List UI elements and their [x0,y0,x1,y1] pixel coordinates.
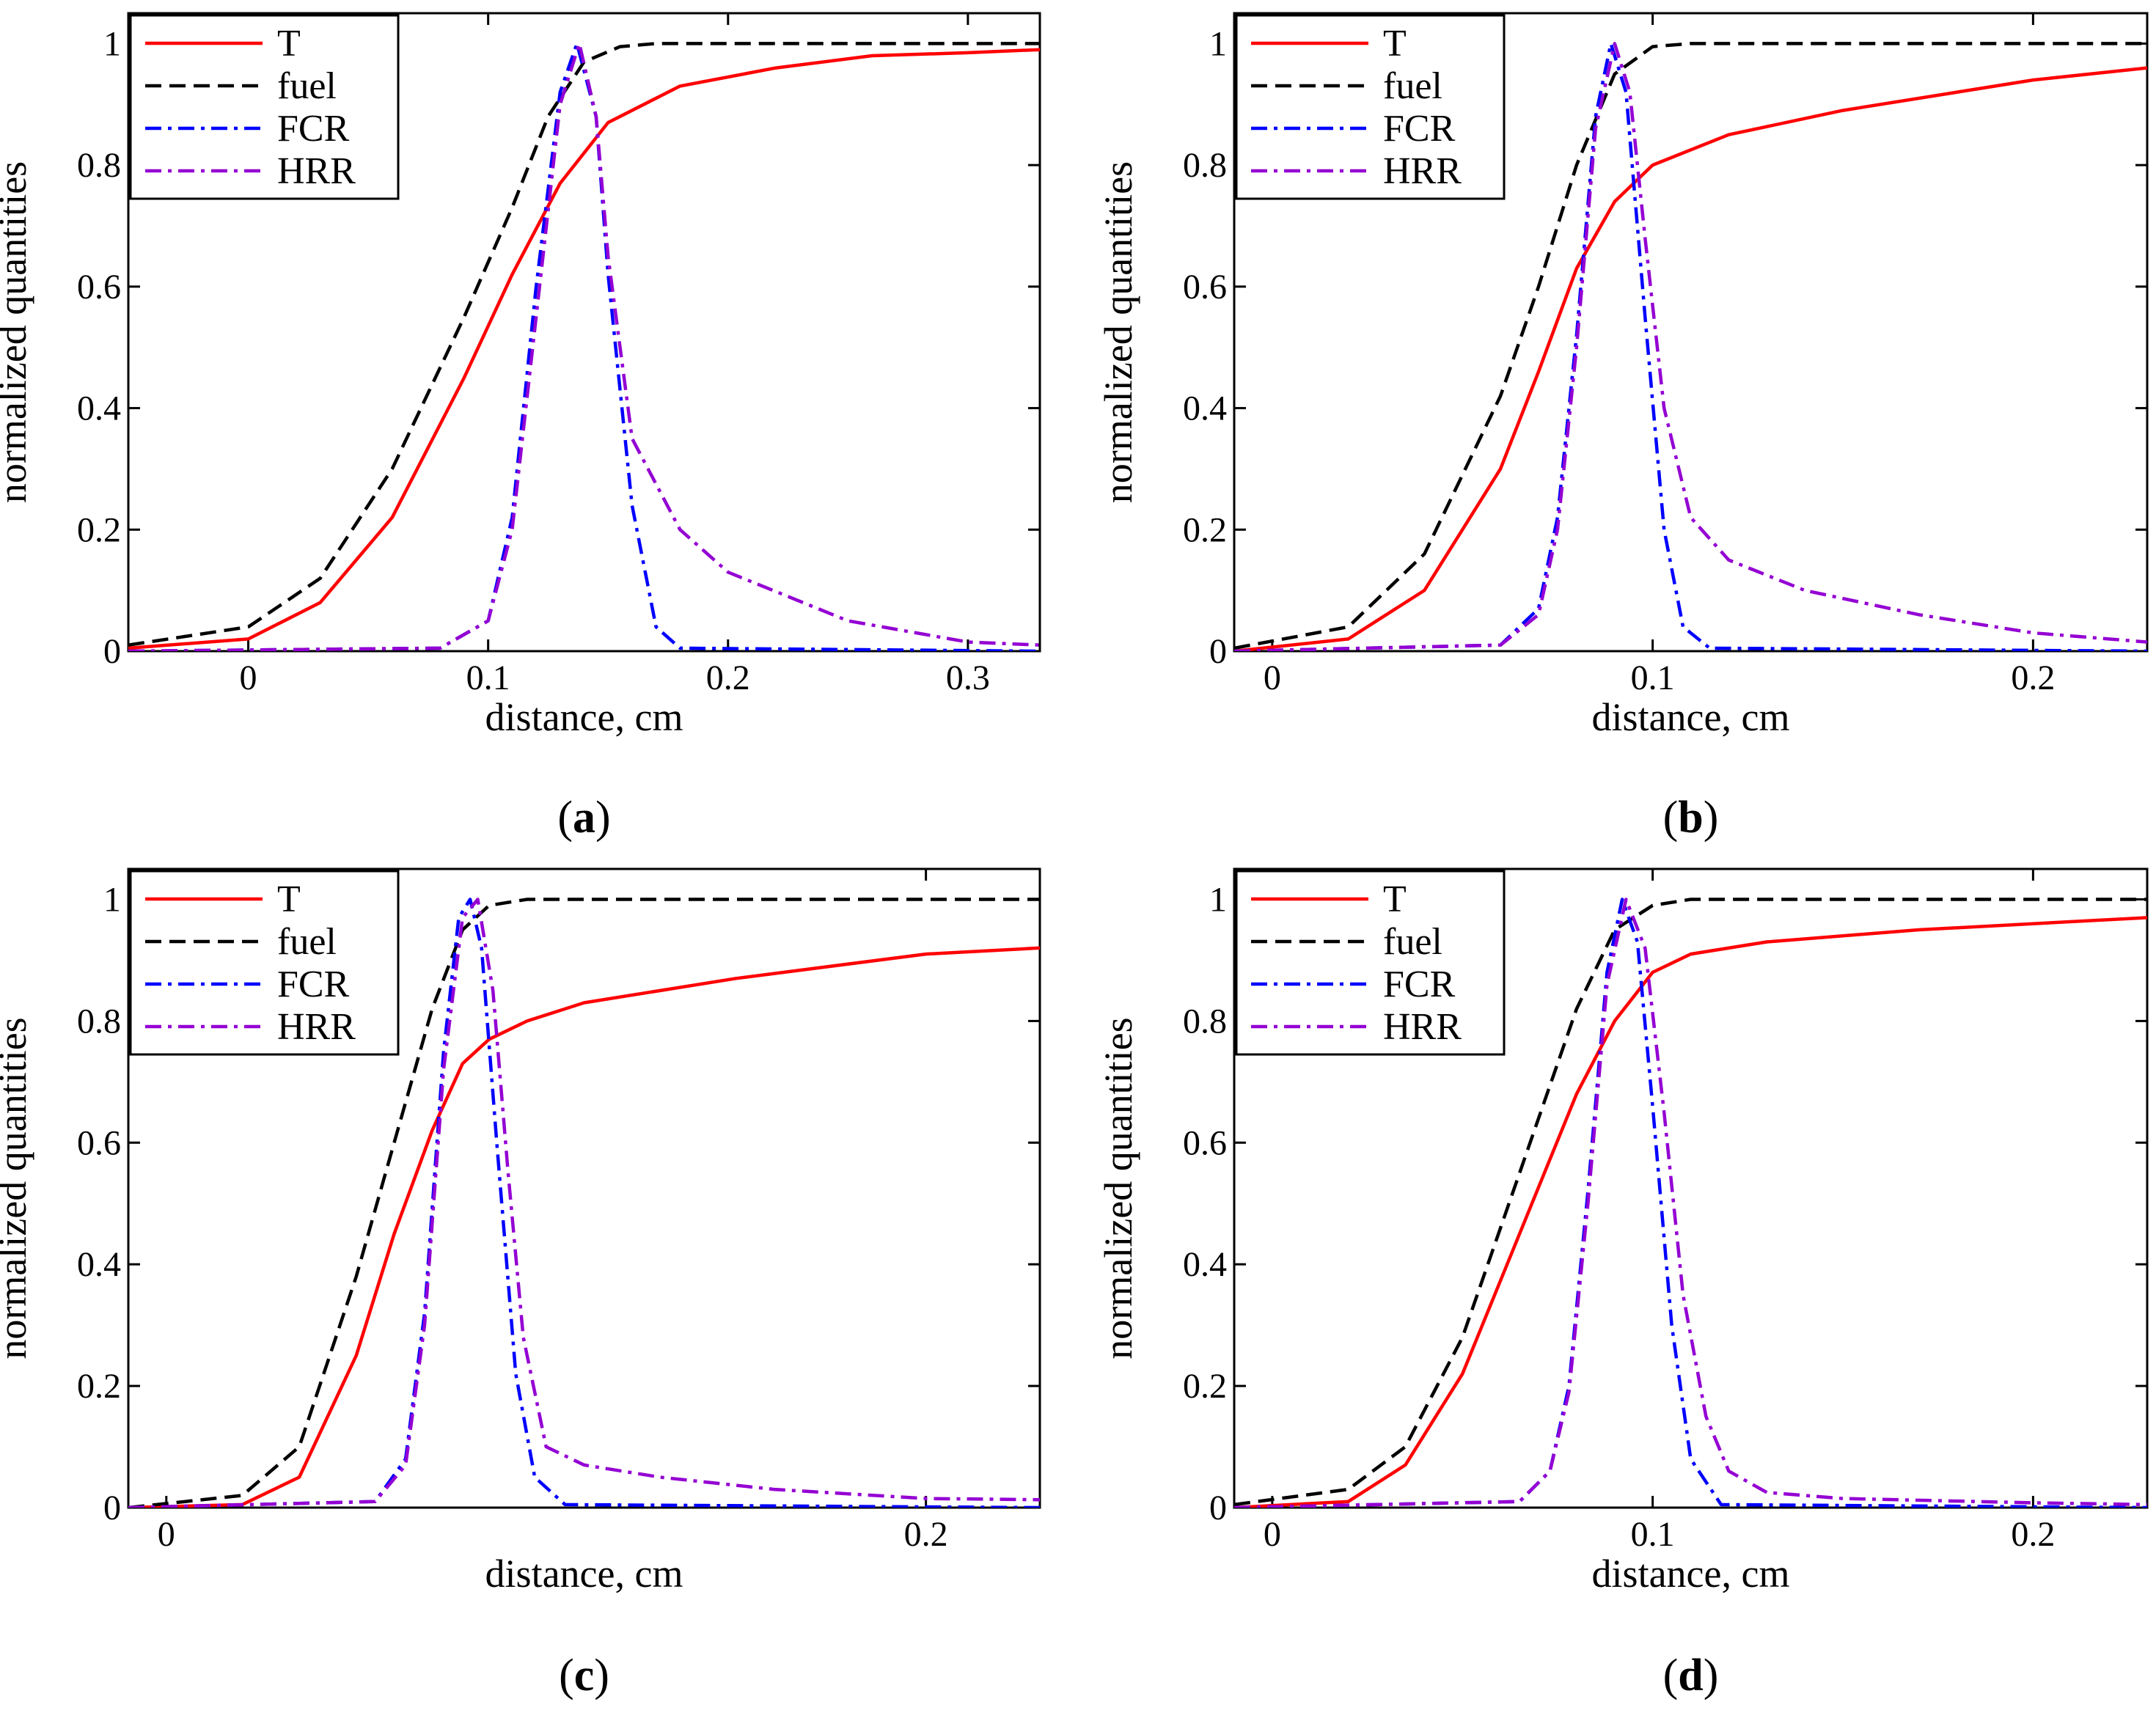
x-tick-label: 0.2 [2011,1515,2055,1554]
legend-label: FCR [277,108,350,150]
legend-box [129,870,400,1056]
series-line-fuel [128,898,1040,1508]
panel-label: (c) [559,1651,609,1700]
y-tick-label: 0.2 [1183,510,1227,549]
series-line-t [1234,66,2147,651]
y-tick-label: 0.2 [77,1367,121,1406]
y-tick-label: 0.4 [77,1245,121,1284]
legend-label: T [1383,878,1407,920]
y-tick-label: 0.6 [1183,1123,1227,1162]
x-tick-label: 0 [1264,658,1281,697]
legend-label: fuel [277,921,337,963]
x-axis-label: distance, cm [1592,1552,1790,1596]
y-tick-label: 0.4 [77,389,121,428]
legend-label: FCR [277,964,350,1005]
y-axis-label: normalized quantities [1096,1017,1140,1359]
series-line-t [1234,916,2147,1508]
plot-frame [127,12,1041,653]
y-tick-label: 1 [103,24,121,63]
series-line-t [128,946,1040,1508]
plot-frame [1233,12,2149,653]
y-tick-label: 0.2 [1183,1367,1227,1406]
y-tick-label: 1 [1209,880,1227,919]
y-tick-label: 0.8 [77,1002,121,1041]
series-line-hrr [1234,898,2147,1508]
x-axis-label: distance, cm [485,695,683,739]
y-tick-label: 0.2 [77,510,121,549]
series-line-fcr [1234,898,2147,1508]
plot-frame [1233,867,2149,1509]
chart-panel-a: 0 0.2 0.4 0.6 0.8 1 0 0.1 0.2 0.3 distance, cm norm… [0,12,1041,843]
legend-label: T [1383,23,1407,65]
panel-label: (d) [1663,1651,1719,1700]
y-tick-label: 0.8 [1183,1002,1227,1041]
legend-label: FCR [1383,108,1456,150]
chart-panel-c: 0 0.2 0.4 0.6 0.8 1 0 0.2 distance, cm normalized… [0,867,1041,1700]
legend-label: HRR [277,1006,356,1048]
legend-box [1235,870,1506,1056]
x-axis-label: distance, cm [485,1552,683,1596]
y-tick-label: 0 [1209,1489,1227,1527]
x-tick-label: 0.2 [904,1515,948,1554]
y-tick-label: 0.8 [77,146,121,185]
series-line-t [128,48,1040,650]
chart-panel-d: 0 0.2 0.4 0.6 0.8 1 0 0.1 0.2 distance, cm normali… [1096,867,2149,1700]
legend-label: T [277,23,301,65]
y-tick-label: 0.4 [1183,1245,1227,1284]
y-tick-label: 0.6 [77,268,121,307]
series-line-hrr [128,898,1040,1508]
x-tick-label: 0 [158,1515,175,1554]
y-tick-label: 0 [103,1489,121,1527]
y-tick-label: 0.6 [77,1123,121,1162]
legend-box [129,14,400,200]
series-line-fuel [1234,42,2147,650]
x-tick-label: 0.1 [466,658,510,697]
y-axis-label: normalized quantities [0,1017,34,1359]
y-tick-label: 0.8 [1183,146,1227,185]
y-tick-label: 0.4 [1183,389,1227,428]
x-tick-label: 0 [240,658,257,697]
y-tick-label: 1 [103,880,121,919]
x-tick-label: 0.2 [2011,658,2055,697]
legend-label: FCR [1383,964,1456,1005]
y-axis-label: normalized quantities [0,161,34,503]
legend-label: fuel [277,65,337,107]
series-line-fuel [1234,898,2147,1507]
plot-frame [127,867,1041,1509]
y-tick-label: 0 [1209,632,1227,671]
series-line-fuel [128,42,1040,647]
x-tick-label: 0.1 [1631,1515,1675,1554]
legend-label: fuel [1383,921,1442,963]
y-axis-label: normalized quantities [1096,161,1140,503]
legend-box [1235,14,1506,200]
x-tick-label: 0.2 [706,658,750,697]
y-tick-label: 1 [1209,24,1227,63]
x-tick-label: 0.3 [946,658,990,697]
legend-label: HRR [1383,1006,1462,1048]
series-line-hrr [128,42,1040,651]
y-tick-label: 0 [103,632,121,671]
legend-label: fuel [1383,65,1442,107]
x-tick-label: 0 [1264,1515,1281,1554]
legend-label: HRR [277,150,356,192]
panel-label: (b) [1663,793,1719,843]
x-tick-label: 0.1 [1631,658,1675,697]
x-axis-label: distance, cm [1592,695,1790,739]
legend-label: HRR [1383,150,1462,192]
panel-label: (a) [557,793,610,843]
legend-label: T [277,878,301,920]
chart-panel-b: 0 0.2 0.4 0.6 0.8 1 0 0.1 0.2 distance, cm normali… [1096,12,2149,843]
y-tick-label: 0.6 [1183,268,1227,307]
